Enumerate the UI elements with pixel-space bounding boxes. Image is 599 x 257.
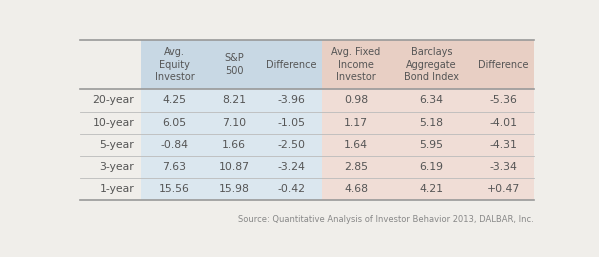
Bar: [322, 112, 534, 134]
Text: 8.21: 8.21: [222, 96, 246, 105]
Bar: [141, 40, 322, 89]
Text: S&P
500: S&P 500: [224, 53, 244, 76]
Text: +0.47: +0.47: [486, 184, 520, 194]
Text: 5-year: 5-year: [99, 140, 134, 150]
Bar: [322, 134, 534, 156]
Text: Difference: Difference: [478, 60, 528, 70]
Text: -0.42: -0.42: [277, 184, 305, 194]
Text: -3.34: -3.34: [489, 162, 517, 172]
Text: Difference: Difference: [266, 60, 316, 70]
Text: 7.10: 7.10: [222, 118, 246, 128]
Text: Avg. Fixed
Income
Investor: Avg. Fixed Income Investor: [331, 47, 380, 82]
Text: -1.05: -1.05: [277, 118, 305, 128]
Text: 3-year: 3-year: [99, 162, 134, 172]
Text: 5.95: 5.95: [419, 140, 443, 150]
Text: 6.34: 6.34: [419, 96, 443, 105]
Text: 10.87: 10.87: [219, 162, 250, 172]
Text: 1.17: 1.17: [344, 118, 368, 128]
Text: -3.96: -3.96: [277, 96, 305, 105]
Text: 1-year: 1-year: [99, 184, 134, 194]
Text: 1.64: 1.64: [344, 140, 368, 150]
Text: 15.56: 15.56: [159, 184, 190, 194]
Text: 0.98: 0.98: [344, 96, 368, 105]
Text: Avg.
Equity
Investor: Avg. Equity Investor: [155, 47, 195, 82]
Text: -4.31: -4.31: [489, 140, 517, 150]
Text: -0.84: -0.84: [161, 140, 189, 150]
Text: Source: Quantitative Analysis of Investor Behavior 2013, DALBAR, Inc.: Source: Quantitative Analysis of Investo…: [238, 215, 534, 224]
Text: 10-year: 10-year: [92, 118, 134, 128]
Bar: [141, 178, 322, 200]
Text: 4.25: 4.25: [162, 96, 186, 105]
Bar: [322, 178, 534, 200]
Text: Barclays
Aggregate
Bond Index: Barclays Aggregate Bond Index: [404, 47, 459, 82]
Text: 4.21: 4.21: [419, 184, 443, 194]
Bar: [141, 156, 322, 178]
Bar: [322, 89, 534, 112]
Text: -2.50: -2.50: [277, 140, 305, 150]
Bar: [141, 112, 322, 134]
Text: 5.18: 5.18: [419, 118, 443, 128]
Bar: [322, 40, 534, 89]
Text: 6.19: 6.19: [419, 162, 443, 172]
Text: 2.85: 2.85: [344, 162, 368, 172]
Bar: [141, 89, 322, 112]
Bar: [141, 134, 322, 156]
Text: 6.05: 6.05: [162, 118, 186, 128]
Bar: [322, 156, 534, 178]
Text: -4.01: -4.01: [489, 118, 517, 128]
Text: 15.98: 15.98: [219, 184, 250, 194]
Text: 1.66: 1.66: [222, 140, 246, 150]
Text: 20-year: 20-year: [92, 96, 134, 105]
Text: 7.63: 7.63: [162, 162, 186, 172]
Text: -3.24: -3.24: [277, 162, 305, 172]
Text: 4.68: 4.68: [344, 184, 368, 194]
Text: -5.36: -5.36: [489, 96, 517, 105]
